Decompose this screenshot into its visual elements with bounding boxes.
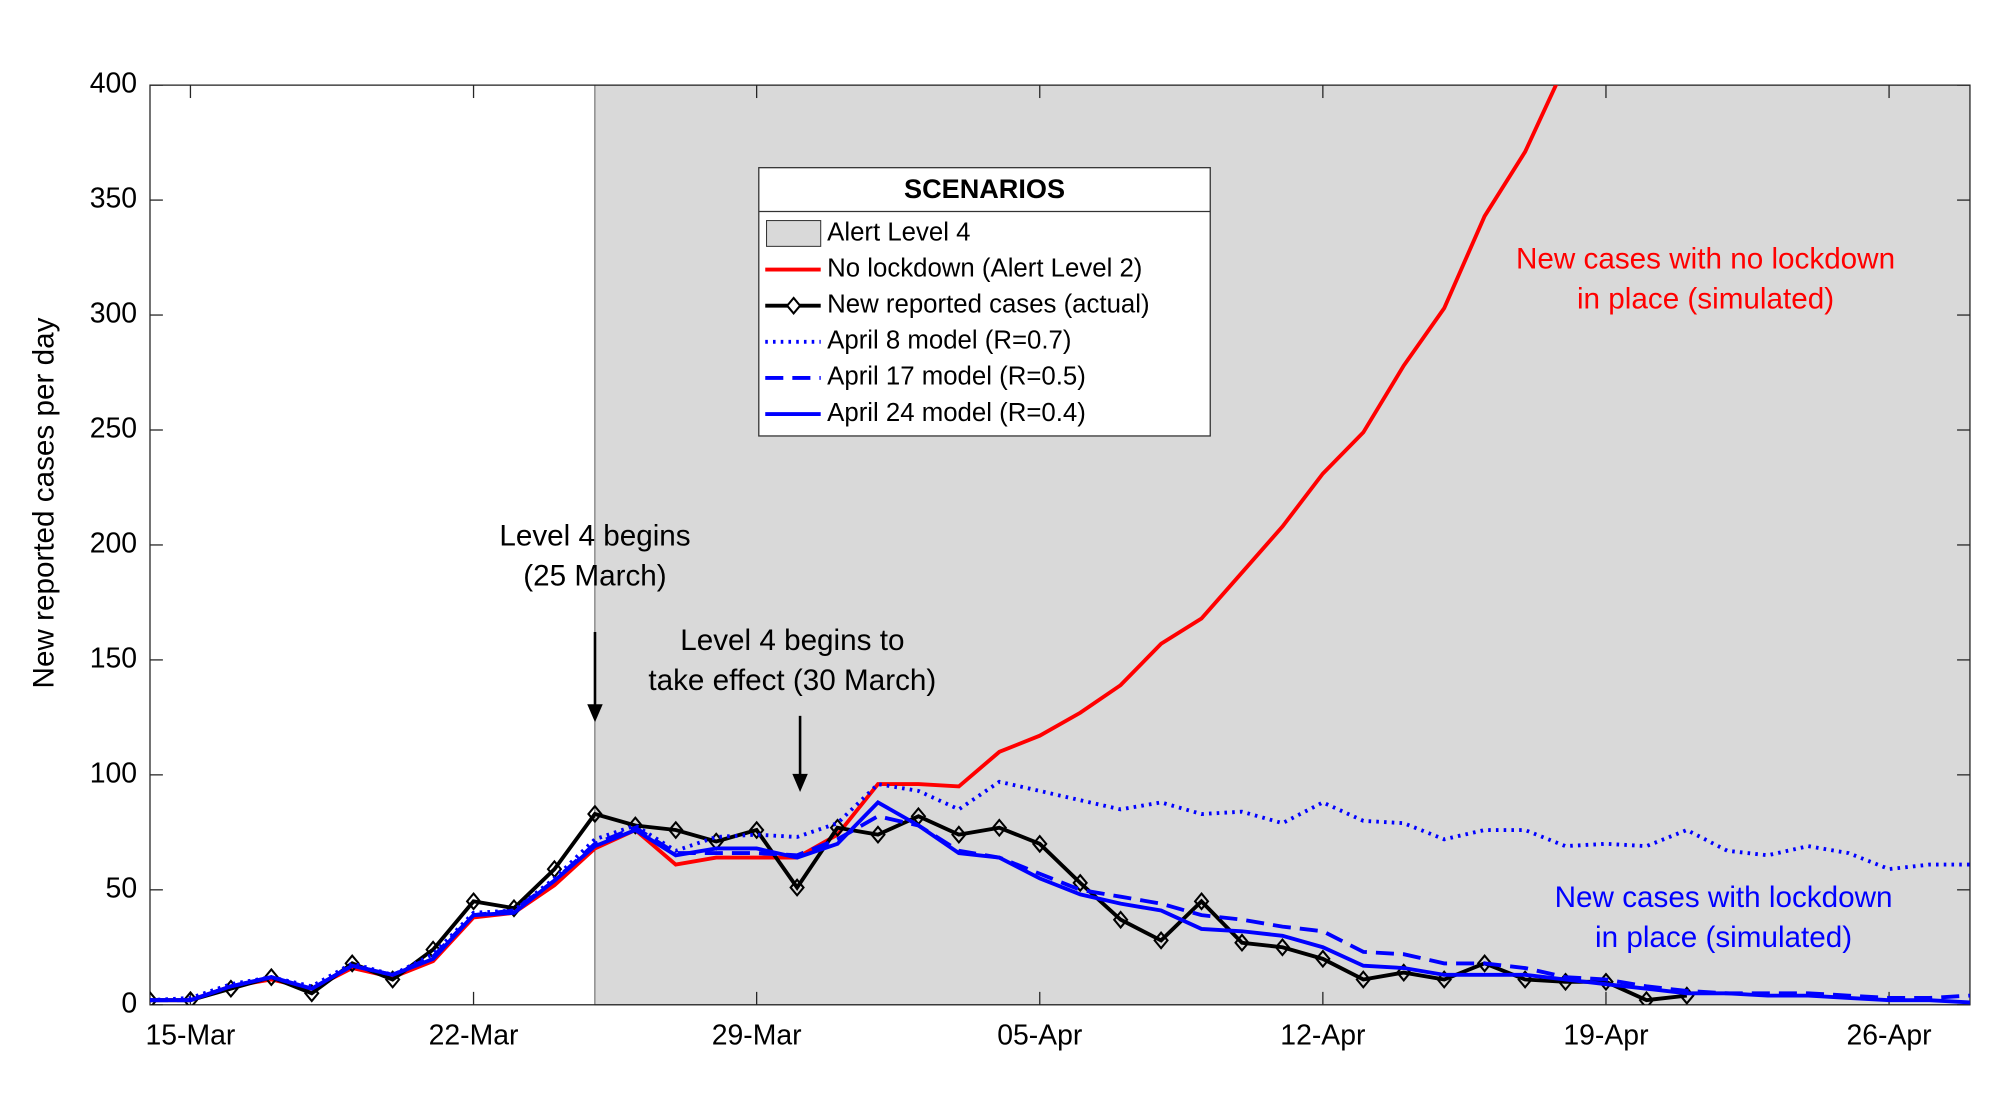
annotation: take effect (30 March) (648, 664, 936, 697)
arrow-head (792, 773, 808, 792)
annotation: Level 4 begins to (680, 624, 904, 657)
x-tick-label: 22-Mar (429, 1020, 519, 1052)
plot-frame (149, 84, 1971, 1006)
x-tick-label: 05-Apr (997, 1020, 1082, 1052)
data-marker (789, 878, 805, 897)
data-marker (829, 818, 846, 838)
annotation: in place (simulated) (1595, 921, 1852, 954)
data-marker (1072, 873, 1088, 893)
x-tick-label: 26-Apr (1847, 1020, 1932, 1052)
data-marker (1234, 933, 1250, 953)
legend-label: April 17 model (R=0.5) (827, 363, 1086, 391)
y-tick-label: 150 (90, 642, 137, 674)
data-marker (1355, 970, 1372, 989)
data-marker (384, 970, 401, 989)
y-tick-label: 100 (90, 757, 137, 789)
y-tick-label: 0 (121, 987, 137, 1019)
data-marker (870, 825, 886, 844)
data-marker (1193, 891, 1210, 911)
x-tick-label: 19-Apr (1563, 1020, 1648, 1052)
y-tick-label: 350 (90, 183, 137, 215)
data-marker (991, 818, 1008, 838)
annotation: New cases with no lockdown (1516, 242, 1895, 275)
x-tick-label: 12-Apr (1280, 1020, 1365, 1052)
y-tick-label: 200 (90, 527, 137, 559)
x-tick-label: 15-Mar (146, 1020, 236, 1052)
annotation: New cases with lockdown (1555, 881, 1893, 914)
data-marker (1112, 910, 1129, 930)
data-marker (587, 804, 603, 824)
annotation: in place (simulated) (1577, 282, 1834, 315)
series-line (149, 779, 1970, 1003)
x-tick-label: 29-Mar (712, 1020, 802, 1052)
data-marker (951, 825, 967, 844)
legend-swatch (766, 220, 822, 247)
data-marker (149, 990, 158, 1005)
legend-box (758, 167, 1211, 437)
legend-label: April 8 model (R=0.7) (827, 327, 1071, 355)
data-marker (1315, 949, 1331, 969)
legend-label: April 24 model (R=0.4) (827, 399, 1086, 427)
data-marker (667, 820, 684, 840)
data-marker (1153, 931, 1169, 950)
data-marker (627, 816, 644, 835)
annotation: (25 March) (523, 560, 666, 593)
legend-label: Alert Level 4 (827, 218, 970, 246)
data-marker (748, 820, 765, 840)
data-marker (1436, 970, 1452, 989)
legend-label: New reported cases (actual) (827, 291, 1149, 319)
data-marker (1638, 990, 1655, 1005)
y-tick-label: 300 (90, 298, 137, 330)
arrow-head (587, 704, 603, 723)
plot-area (149, 85, 1970, 1005)
annotation: Level 4 begins (499, 520, 690, 553)
y-tick-label: 50 (106, 872, 138, 904)
data-marker (1274, 937, 1291, 957)
y-tick-label: 400 (90, 68, 137, 100)
y-tick-label: 250 (90, 412, 137, 444)
data-marker (344, 954, 361, 973)
legend-label: No lockdown (Alert Level 2) (827, 254, 1142, 282)
legend-title: SCENARIOS (904, 173, 1065, 204)
y-axis-label: New reported cases per day (27, 317, 60, 688)
data-marker (303, 983, 320, 1003)
data-marker (465, 891, 482, 911)
legend-marker (785, 296, 802, 316)
data-marker (1031, 834, 1048, 854)
data-marker (263, 967, 280, 987)
series-line (149, 799, 1970, 1005)
data-marker (1476, 954, 1493, 973)
